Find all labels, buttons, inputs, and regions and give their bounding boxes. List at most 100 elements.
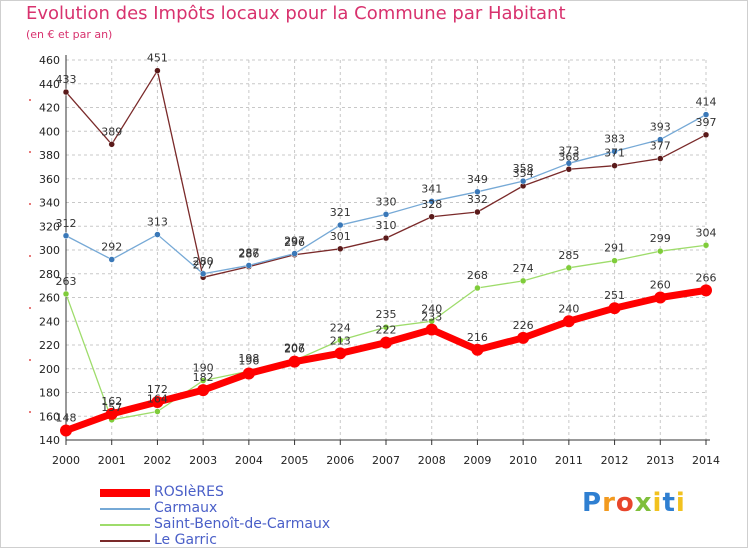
data-label-le-garric: 328 bbox=[421, 198, 442, 211]
point-rosi-res bbox=[60, 424, 72, 437]
x-tick-label: 2011 bbox=[555, 454, 583, 467]
data-label-saint-beno-t-de-carmaux: 299 bbox=[650, 232, 671, 245]
point-le-garric bbox=[337, 245, 344, 253]
data-label-le-garric: 310 bbox=[376, 219, 397, 232]
data-label-le-garric: 451 bbox=[147, 52, 168, 65]
point-saint-beno-t-de-carmaux bbox=[474, 284, 481, 292]
x-tick-label: 2009 bbox=[463, 454, 491, 467]
legend-label: Carmaux bbox=[154, 500, 218, 516]
point-saint-beno-t-de-carmaux bbox=[337, 337, 344, 344]
point-le-garric bbox=[62, 88, 70, 96]
point-rosi-res bbox=[197, 384, 210, 397]
point-rosi-res bbox=[608, 302, 621, 315]
x-tick-label: 2014 bbox=[692, 454, 720, 467]
y-tick-label: 420 bbox=[39, 102, 60, 115]
logo-letter: i bbox=[675, 488, 686, 518]
point-rosi-res bbox=[425, 323, 438, 336]
axis-dot bbox=[29, 411, 31, 413]
logo-letter: i bbox=[652, 488, 663, 518]
x-tick-label: 2012 bbox=[601, 454, 629, 467]
logo-letter: r bbox=[602, 488, 616, 518]
data-label-rosi-res: 266 bbox=[696, 271, 717, 284]
point-carmaux bbox=[519, 177, 527, 185]
point-saint-beno-t-de-carmaux bbox=[154, 408, 161, 415]
data-label-saint-beno-t-de-carmaux: 263 bbox=[56, 275, 77, 288]
data-labels: 433 389 451 277 286 296 301 310 328 332 354 368 371 3… bbox=[56, 52, 717, 425]
point-le-garric bbox=[474, 208, 481, 216]
series-layer bbox=[60, 67, 712, 437]
x-tick-label: 2002 bbox=[143, 454, 171, 467]
data-label-carmaux: 321 bbox=[330, 206, 351, 219]
legend-label: Saint-Benoît-de-Carmaux bbox=[154, 516, 331, 532]
data-label-saint-beno-t-de-carmaux: 198 bbox=[238, 352, 259, 365]
data-label-carmaux: 297 bbox=[284, 235, 305, 248]
point-carmaux bbox=[382, 211, 390, 218]
axes: 1401601802002202402602803003203403603804… bbox=[29, 54, 720, 467]
x-tick-label: 2003 bbox=[189, 454, 217, 467]
axis-dot bbox=[29, 359, 31, 361]
legend-swatch bbox=[100, 508, 150, 510]
point-saint-beno-t-de-carmaux bbox=[382, 323, 390, 331]
point-carmaux bbox=[108, 256, 115, 263]
data-label-rosi-res: 222 bbox=[376, 324, 397, 337]
point-rosi-res bbox=[151, 396, 164, 408]
y-tick-label: 160 bbox=[39, 410, 60, 423]
data-label-le-garric: 371 bbox=[604, 147, 625, 160]
y-tick-label: 460 bbox=[39, 54, 60, 67]
data-label-carmaux: 287 bbox=[238, 246, 259, 259]
point-le-garric bbox=[565, 166, 573, 173]
point-saint-beno-t-de-carmaux bbox=[702, 242, 710, 249]
point-carmaux bbox=[428, 198, 435, 205]
point-rosi-res bbox=[654, 291, 667, 304]
y-tick-label: 320 bbox=[39, 220, 60, 233]
x-tick-label: 2004 bbox=[235, 454, 263, 467]
point-le-garric bbox=[428, 213, 435, 220]
x-tick-label: 2007 bbox=[372, 454, 400, 467]
data-label-rosi-res: 216 bbox=[467, 331, 488, 344]
data-label-saint-beno-t-de-carmaux: 224 bbox=[330, 321, 351, 334]
point-le-garric bbox=[382, 234, 390, 242]
point-carmaux bbox=[199, 270, 207, 277]
y-tick-label: 140 bbox=[39, 434, 60, 447]
x-tick-label: 2008 bbox=[418, 454, 446, 467]
axis-dot bbox=[29, 151, 31, 153]
point-saint-beno-t-de-carmaux bbox=[199, 377, 207, 384]
y-tick-label: 400 bbox=[39, 125, 60, 138]
point-carmaux bbox=[611, 148, 618, 155]
data-label-carmaux: 292 bbox=[101, 241, 122, 254]
point-le-garric bbox=[154, 67, 161, 74]
axis-dot bbox=[29, 255, 31, 257]
point-carmaux bbox=[291, 250, 298, 257]
y-tick-label: 300 bbox=[39, 244, 60, 257]
data-label-le-garric: 354 bbox=[513, 167, 534, 180]
x-tick-label: 2005 bbox=[281, 454, 309, 467]
point-saint-beno-t-de-carmaux bbox=[519, 277, 527, 285]
data-label-carmaux: 349 bbox=[467, 173, 488, 186]
data-label-rosi-res: 162 bbox=[101, 395, 122, 408]
data-label-saint-beno-t-de-carmaux: 164 bbox=[147, 393, 168, 406]
data-label-le-garric: 301 bbox=[330, 230, 351, 243]
point-saint-beno-t-de-carmaux bbox=[62, 290, 70, 298]
point-carmaux bbox=[337, 221, 344, 229]
point-carmaux bbox=[474, 188, 481, 196]
point-saint-beno-t-de-carmaux bbox=[565, 264, 573, 272]
y-tick-label: 280 bbox=[39, 268, 60, 281]
point-rosi-res bbox=[380, 336, 392, 349]
data-label-carmaux: 383 bbox=[604, 132, 625, 145]
x-tick-label: 2010 bbox=[509, 454, 537, 467]
axis-dot bbox=[29, 203, 31, 205]
data-label-rosi-res: 233 bbox=[421, 311, 442, 324]
point-rosi-res bbox=[242, 367, 255, 380]
point-carmaux bbox=[62, 232, 70, 239]
y-tick-label: 380 bbox=[39, 149, 60, 162]
data-label-saint-beno-t-de-carmaux: 207 bbox=[284, 341, 305, 354]
y-tick-label: 340 bbox=[39, 197, 60, 210]
y-tick-label: 360 bbox=[39, 173, 60, 186]
legend-label: Le Garric bbox=[154, 532, 217, 548]
point-carmaux bbox=[657, 136, 664, 143]
data-label-carmaux: 393 bbox=[650, 121, 671, 134]
data-label-rosi-res: 226 bbox=[513, 319, 534, 332]
data-label-rosi-res: 182 bbox=[193, 371, 214, 384]
legend-item: Saint-Benoît-de-Carmaux bbox=[100, 516, 400, 533]
